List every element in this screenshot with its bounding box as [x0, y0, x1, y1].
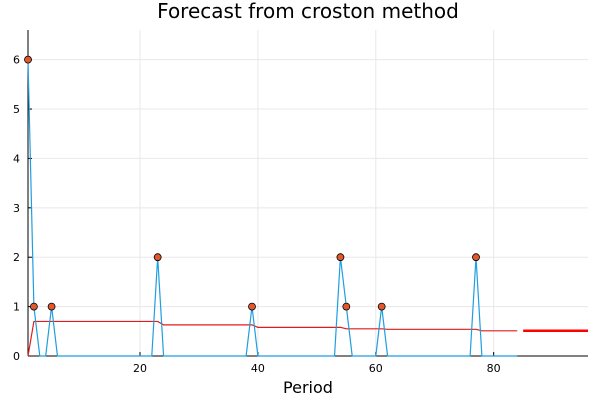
y-tick-label: 3 [13, 202, 20, 215]
y-tick-label: 4 [13, 152, 20, 165]
nonzero-demand-point [47, 302, 56, 311]
x-tick-label: 20 [133, 362, 147, 375]
y-tick-label: 6 [13, 54, 20, 67]
x-tick-label: 80 [487, 362, 501, 375]
x-tick-label: 40 [251, 362, 265, 375]
y-tick-label: 1 [13, 301, 20, 314]
nonzero-demand-point [248, 302, 256, 311]
nonzero-demand-point [24, 55, 32, 64]
observed-series-line [27, 59, 518, 357]
series-layer [24, 55, 588, 357]
y-tick-label: 0 [13, 350, 20, 363]
nonzero-demand-point [29, 302, 38, 311]
fitted-series-line [27, 320, 518, 357]
nonzero-demand-point [153, 253, 162, 262]
x-tick-label: 60 [369, 362, 383, 375]
nonzero-demand-point [336, 253, 345, 262]
y-tick-label: 5 [13, 103, 20, 116]
x-axis-label: Period [283, 378, 333, 397]
axis-layer: 20 40 60 80 0 1 2 3 4 5 6 [13, 30, 588, 375]
grid-layer [28, 30, 588, 357]
nonzero-demand-point [472, 253, 480, 262]
nonzero-demand-point [342, 302, 351, 311]
y-tick-label: 2 [13, 251, 20, 264]
chart-title: Forecast from croston method [157, 0, 459, 23]
nonzero-demand-point [377, 302, 386, 311]
